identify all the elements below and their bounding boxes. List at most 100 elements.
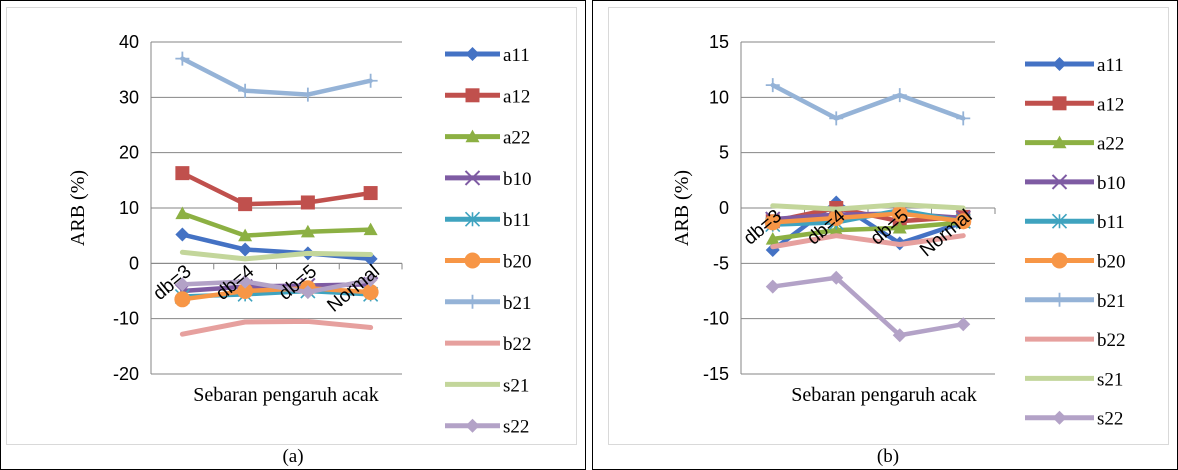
legend-item-s22: s22: [445, 417, 529, 438]
legend-marker: [1052, 57, 1067, 71]
y-tick-label: -15: [703, 364, 729, 384]
series-line-a11: [770, 200, 966, 253]
data-point-b20: [362, 284, 379, 301]
legend-marker: [465, 88, 480, 103]
legend-label: b20: [503, 252, 532, 273]
legend-item-a11: a11: [445, 45, 530, 66]
data-point-b21: [238, 83, 253, 98]
legend-item-b21: b21: [1025, 291, 1126, 312]
legend-item-b10: b10: [445, 169, 532, 190]
data-point-b20: [828, 209, 845, 226]
data-point-b20: [955, 213, 972, 230]
legend-marker: [464, 252, 481, 269]
data-point-b20: [764, 214, 781, 231]
legend-item-b22: b22: [1025, 330, 1126, 351]
legend-marker: [464, 211, 481, 227]
data-point-a22: [765, 231, 780, 245]
data-point-b20: [891, 205, 908, 222]
data-point-s22: [956, 317, 971, 332]
legend-item-s21: s21: [445, 375, 529, 396]
legend-item-a22: a22: [445, 128, 530, 149]
x-axis-title: Sebaran pengaruh acak: [791, 384, 976, 406]
legend-label: b11: [503, 210, 531, 231]
panel-label: (a): [282, 446, 303, 467]
data-point-s22: [829, 270, 844, 285]
legend-label: s21: [503, 375, 529, 396]
data-point-a11: [175, 227, 190, 242]
y-axis-title: ARB (%): [671, 170, 693, 246]
y-tick-label: -5: [713, 253, 729, 273]
data-point-b20: [174, 291, 191, 308]
legend-item-b20: b20: [1025, 252, 1126, 273]
legend-item-b11: b11: [445, 210, 531, 231]
legend-marker: [465, 418, 480, 433]
panel-a-chart-area: [6, 7, 577, 445]
legend-marker: [1052, 135, 1067, 149]
legend-label: a22: [1097, 134, 1124, 155]
data-point-s22: [175, 277, 190, 292]
y-axis-title: ARB (%): [67, 170, 89, 246]
data-point-b21: [892, 88, 907, 103]
panel-b-chart-area: [608, 7, 1169, 445]
legend-label: s22: [1097, 409, 1123, 430]
series-line-s22: [180, 277, 373, 295]
legend-item-b10: b10: [1025, 173, 1126, 194]
data-point-a22: [892, 220, 907, 234]
legend-marker: [465, 129, 480, 143]
y-tick-label: 30: [119, 87, 139, 107]
series-line-a22: [180, 211, 373, 238]
legend-label: s22: [503, 417, 529, 438]
legend-label: a11: [503, 45, 530, 66]
legend-item-s21: s21: [1025, 369, 1123, 390]
series-line-a12: [180, 170, 373, 207]
legend-label: b10: [503, 169, 532, 190]
legend-marker: [465, 47, 480, 61]
legend-marker: [1051, 252, 1068, 269]
data-point-a12: [300, 195, 315, 210]
series-line-s21: [770, 202, 966, 212]
data-point-b21: [175, 51, 190, 66]
y-tick-label: 10: [709, 87, 729, 107]
legend-marker: [464, 170, 481, 186]
data-point-b21: [765, 78, 780, 93]
data-point-a22: [238, 228, 253, 242]
data-point-a22: [175, 206, 190, 220]
legend-label: a22: [503, 128, 530, 149]
legend-marker: [1052, 96, 1067, 111]
legend-label: b21: [1097, 291, 1126, 312]
data-point-s22: [892, 328, 907, 343]
y-tick-label: 15: [709, 32, 729, 52]
series-line-b20: [770, 211, 966, 225]
panel-label: (b): [877, 446, 899, 467]
y-tick-label: 20: [119, 143, 139, 163]
legend-marker: [1051, 174, 1068, 190]
legend-marker: [1052, 292, 1067, 307]
series-line-b21: [180, 56, 373, 97]
y-tick-label: 0: [719, 198, 729, 218]
legend-label: b10: [1097, 173, 1126, 194]
y-tick-label: 40: [119, 32, 139, 52]
data-point-s22: [300, 285, 315, 300]
series-line-s22: [770, 275, 966, 338]
data-point-a12: [175, 166, 190, 181]
y-tick-label: 10: [119, 198, 139, 218]
data-point-a12: [363, 186, 378, 201]
series-line-b21: [770, 82, 966, 121]
data-point-s22: [765, 279, 780, 294]
data-point-a12: [238, 197, 253, 212]
data-point-a22: [829, 223, 844, 236]
data-point-a11: [238, 242, 253, 257]
legend-item-a12: a12: [1025, 94, 1124, 115]
legend-item-a11: a11: [1025, 55, 1124, 76]
y-tick-label: -10: [113, 309, 139, 329]
legend-marker: [465, 294, 480, 309]
legend-marker: [1052, 410, 1067, 425]
legend-label: b22: [1097, 330, 1126, 351]
legend-label: b20: [1097, 252, 1126, 273]
legend-label: s21: [1097, 369, 1123, 390]
data-point-a22: [363, 222, 378, 236]
panel-a-frame: [0, 0, 586, 470]
legend-item-s22: s22: [1025, 409, 1123, 430]
